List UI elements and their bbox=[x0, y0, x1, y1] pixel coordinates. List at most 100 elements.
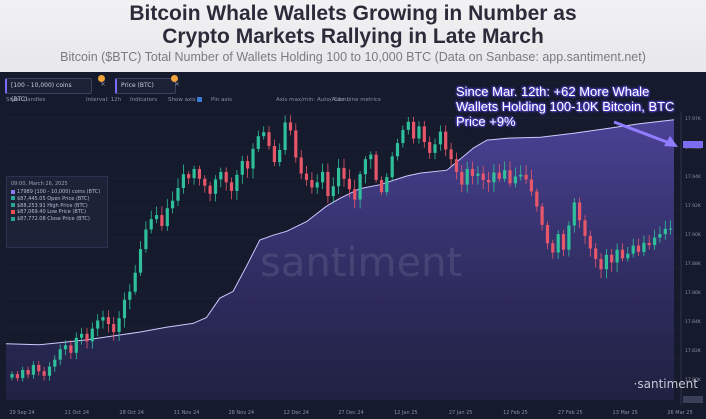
candle-body bbox=[278, 150, 282, 163]
candle-body bbox=[251, 148, 255, 169]
price-settings-dot-icon[interactable] bbox=[171, 75, 178, 82]
candle-body bbox=[224, 171, 228, 183]
candle-body bbox=[395, 143, 400, 157]
candle-body bbox=[90, 328, 94, 342]
candle-body bbox=[240, 161, 244, 175]
candle-body bbox=[417, 126, 421, 139]
candle-body bbox=[283, 122, 287, 150]
price-chip[interactable]: Price (BTC) bbox=[115, 78, 176, 94]
pin-axis-toggle[interactable]: Pin axis bbox=[211, 97, 232, 103]
candle-body bbox=[262, 132, 266, 137]
x-tick-label: 27 Jan 25 bbox=[449, 410, 473, 416]
title-line-2: Crypto Markets Rallying in Late March bbox=[162, 25, 544, 48]
candle-body bbox=[138, 249, 143, 273]
candle-body bbox=[658, 234, 662, 238]
candle-body bbox=[26, 370, 30, 375]
candle-body bbox=[21, 370, 25, 379]
candle-body bbox=[353, 189, 357, 200]
tooltip-row-text: $87,069.40 Low Price (BTC) bbox=[17, 209, 87, 216]
candle-body bbox=[379, 180, 384, 193]
candle-body bbox=[197, 169, 201, 179]
x-tick-label: 27 Dec 24 bbox=[338, 410, 364, 416]
candle-body bbox=[604, 254, 608, 270]
whale-wallets-area bbox=[6, 119, 674, 401]
candle-body bbox=[487, 180, 491, 183]
candle-body bbox=[412, 121, 416, 139]
chart-panel: [100 - 10,000) coins (BTC) × Price (BTC)… bbox=[0, 72, 706, 419]
candle-body bbox=[219, 171, 223, 180]
chart-toolbar: [100 - 10,000) coins (BTC) × Price (BTC)… bbox=[0, 72, 706, 110]
candle-body bbox=[503, 170, 507, 179]
tooltip-row: 17989 [100 - 10,000) coins (BTC) bbox=[7, 189, 107, 196]
candle-body bbox=[181, 174, 185, 188]
candle-body bbox=[460, 171, 464, 185]
y-tick-label: 17.80K bbox=[685, 377, 702, 383]
tooltip-row: $87,445.05 Open Price (BTC) bbox=[7, 196, 107, 203]
combine-metrics-button[interactable]: Combine metrics bbox=[334, 97, 381, 103]
y-tick-label: 17.84K bbox=[685, 319, 702, 325]
show-axis-label: Show axis bbox=[168, 97, 196, 103]
style-select[interactable]: Style: Candles bbox=[6, 97, 46, 103]
price-candles bbox=[10, 115, 673, 382]
candle-body bbox=[620, 249, 625, 259]
y-tick-label: 17.92K bbox=[685, 203, 702, 209]
candle-body bbox=[149, 219, 153, 230]
candle-body bbox=[74, 337, 78, 353]
candle-body bbox=[128, 291, 132, 300]
candle-body bbox=[476, 173, 480, 176]
whale-wallets-line bbox=[5, 119, 675, 346]
candle-body bbox=[208, 185, 212, 194]
tooltip-row: $87,772.08 Close Price (BTC) bbox=[7, 216, 107, 223]
candle-body bbox=[631, 245, 635, 254]
candle-body bbox=[37, 364, 41, 372]
candle-body bbox=[203, 178, 207, 186]
candle-body bbox=[229, 182, 234, 191]
axis-max-min-select[interactable]: Axis max/min: Auto/Auto bbox=[276, 97, 345, 103]
metric-settings-dot-icon[interactable] bbox=[98, 75, 105, 82]
interval-select[interactable]: Interval: 12h bbox=[86, 97, 122, 103]
candle-body bbox=[310, 180, 314, 188]
x-tick-label: 11 Nov 24 bbox=[174, 410, 200, 416]
y-tick-label: 17.82K bbox=[685, 348, 702, 354]
candle-body bbox=[615, 249, 619, 263]
candle-body bbox=[133, 272, 137, 292]
remove-price-icon[interactable]: × bbox=[174, 80, 180, 88]
candle-body bbox=[342, 167, 346, 179]
candle-body bbox=[454, 159, 459, 172]
remove-metric-icon[interactable]: × bbox=[100, 80, 106, 88]
show-axis-toggle[interactable]: Show axis bbox=[168, 97, 203, 103]
candle-body bbox=[337, 167, 341, 187]
metric-chip[interactable]: [100 - 10,000) coins (BTC) bbox=[5, 78, 92, 103]
candle-body bbox=[567, 225, 571, 250]
date-marker bbox=[683, 396, 703, 403]
swatch-icon bbox=[11, 189, 15, 194]
annotation-text: Since Mar. 12th: +62 More Whale Wallets … bbox=[456, 84, 675, 129]
candle-body bbox=[599, 258, 603, 270]
x-tick-label: 28 Oct 24 bbox=[119, 410, 144, 416]
candle-body bbox=[299, 157, 303, 174]
candle-body bbox=[176, 188, 180, 201]
chart-svg: santiment 29 Sep 24 11 Oct 24 28 Oct 24 11 … bbox=[5, 112, 703, 416]
indicators-button[interactable]: Indicators bbox=[130, 97, 158, 103]
candle-body bbox=[63, 345, 68, 350]
candle-body bbox=[31, 364, 35, 375]
candle-body bbox=[122, 299, 127, 319]
candle-body bbox=[385, 177, 389, 193]
candle-body bbox=[540, 206, 544, 225]
candle-body bbox=[272, 146, 276, 163]
x-tick-label: 12 Jan 25 bbox=[394, 410, 418, 416]
candle-body bbox=[106, 317, 110, 324]
candle-body bbox=[10, 374, 14, 378]
candle-body bbox=[15, 374, 19, 379]
x-tick-label: 26 Mar 25 bbox=[667, 410, 692, 416]
candle-body bbox=[653, 237, 657, 246]
x-tick-label: 13 Mar 25 bbox=[613, 410, 638, 416]
candle-body bbox=[358, 174, 362, 200]
swatch-icon bbox=[11, 196, 15, 201]
checkbox-checked-icon[interactable] bbox=[197, 97, 203, 102]
candle-body bbox=[642, 242, 646, 252]
candle-body bbox=[561, 234, 566, 250]
candle-body bbox=[401, 129, 405, 144]
info-tooltip: 09:00, March 26, 2025 17989 [100 - 10,00… bbox=[6, 176, 108, 248]
candle-body bbox=[192, 169, 196, 179]
